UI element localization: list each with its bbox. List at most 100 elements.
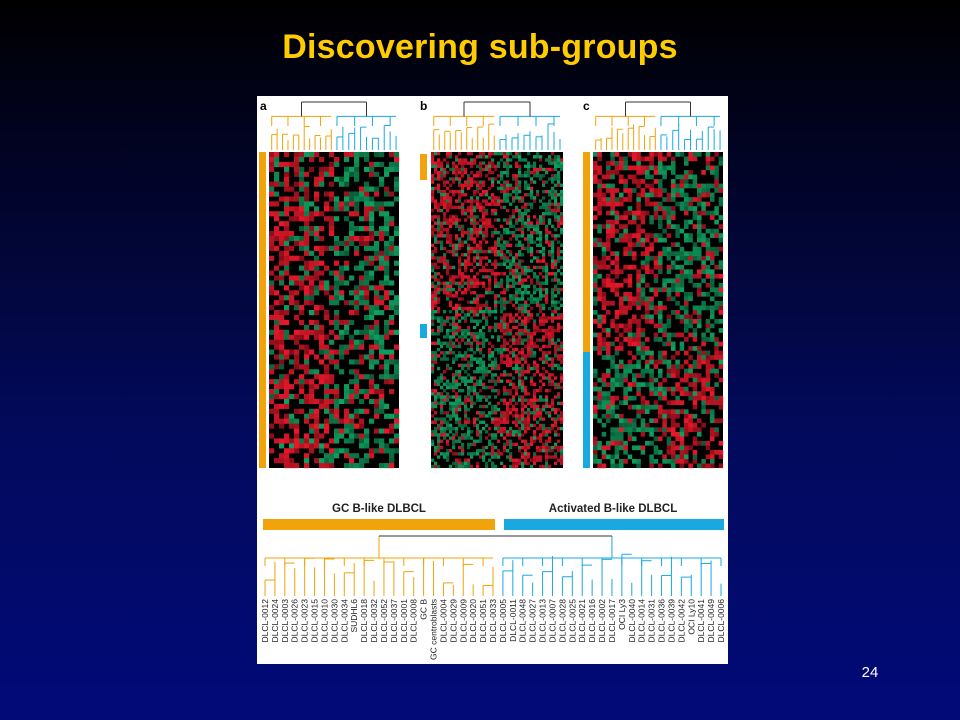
heatmap-cell bbox=[470, 310, 474, 314]
heatmap-cell bbox=[542, 407, 546, 412]
heatmap-cell bbox=[697, 237, 702, 243]
heatmap-cell bbox=[539, 231, 543, 235]
heatmap-cell bbox=[536, 325, 540, 330]
heatmap-cell bbox=[714, 291, 719, 297]
heatmap-cell bbox=[539, 423, 543, 428]
heatmap-cell bbox=[394, 196, 400, 202]
heatmap-cell bbox=[551, 360, 555, 364]
heatmap-cell bbox=[476, 196, 480, 200]
heatmap-cell bbox=[533, 351, 537, 355]
heatmap-cell bbox=[671, 165, 676, 171]
heatmap-cell bbox=[518, 310, 522, 314]
heatmap-cell bbox=[364, 245, 370, 251]
heatmap-cell bbox=[551, 246, 555, 251]
heatmap-cell bbox=[614, 454, 620, 460]
heatmap-cell bbox=[384, 448, 390, 454]
heatmap-cell bbox=[662, 165, 667, 171]
heatmap-cell bbox=[344, 240, 350, 247]
heatmap-cell bbox=[539, 426, 543, 431]
heatmap-cell bbox=[304, 438, 310, 444]
heatmap-cell bbox=[434, 297, 438, 301]
heatmap-cell bbox=[640, 251, 646, 257]
heatmap-cell bbox=[294, 433, 300, 439]
heatmap-cell bbox=[653, 179, 659, 184]
heatmap-cell bbox=[369, 453, 375, 459]
heatmap-cell bbox=[688, 156, 693, 162]
heatmap-cell bbox=[536, 398, 540, 402]
heatmap-cell bbox=[539, 221, 543, 225]
heatmap-cell bbox=[539, 417, 543, 421]
heatmap-cell bbox=[491, 202, 495, 206]
heatmap-cell bbox=[467, 354, 471, 358]
heatmap-cell bbox=[491, 180, 495, 184]
heatmap-cell bbox=[488, 155, 492, 159]
heatmap-cell bbox=[500, 189, 504, 194]
heatmap-cell bbox=[455, 224, 459, 229]
heatmap-cell bbox=[536, 170, 540, 175]
heatmap-cell bbox=[545, 278, 549, 282]
heatmap-cell bbox=[284, 403, 290, 409]
heatmap-cell bbox=[518, 152, 522, 156]
heatmap-cell bbox=[545, 319, 549, 323]
heatmap-cell bbox=[461, 186, 465, 191]
heatmap-cell bbox=[658, 224, 663, 229]
heatmap-cell bbox=[349, 413, 355, 419]
heatmap-cell bbox=[314, 285, 320, 291]
heatmap-cell bbox=[606, 395, 611, 401]
heatmap-cell bbox=[458, 344, 462, 349]
heatmap-cell bbox=[658, 233, 663, 238]
heatmap-cell bbox=[701, 332, 706, 338]
heatmap-cell bbox=[658, 260, 663, 266]
heatmap-cell bbox=[473, 256, 477, 260]
heatmap-cell bbox=[679, 332, 685, 338]
heatmap-cell bbox=[557, 395, 561, 399]
heatmap-cell bbox=[344, 319, 350, 326]
heatmap-cell bbox=[497, 376, 501, 380]
heatmap-cell bbox=[527, 186, 531, 191]
heatmap-cell bbox=[394, 418, 400, 424]
heatmap-cell bbox=[560, 161, 564, 165]
heatmap-cell bbox=[521, 294, 525, 298]
heatmap-cell bbox=[560, 344, 564, 349]
heatmap-cell bbox=[369, 398, 375, 405]
heatmap-cell bbox=[494, 240, 498, 244]
heatmap-cell bbox=[705, 251, 711, 257]
heatmap-cell bbox=[494, 423, 498, 428]
heatmap-cell bbox=[479, 202, 483, 206]
heatmap-cell bbox=[467, 227, 471, 232]
heatmap-cell bbox=[467, 452, 471, 456]
heatmap-cell bbox=[458, 272, 462, 276]
heatmap-cell bbox=[636, 152, 641, 157]
heatmap-cell bbox=[464, 401, 468, 405]
heatmap-cell bbox=[485, 218, 489, 222]
heatmap-cell bbox=[274, 403, 280, 409]
heatmap-cell bbox=[479, 347, 483, 352]
heatmap-cell bbox=[379, 260, 385, 266]
heatmap-cell bbox=[434, 433, 438, 437]
heatmap-cell bbox=[309, 389, 315, 395]
heatmap-cell bbox=[705, 445, 711, 451]
heatmap-cell bbox=[299, 379, 305, 385]
heatmap-cell bbox=[394, 359, 400, 365]
heatmap-cell bbox=[467, 433, 471, 437]
heatmap-cell bbox=[551, 398, 555, 402]
heatmap-cell bbox=[606, 161, 611, 166]
heatmap-cell bbox=[636, 242, 641, 247]
heatmap-cell bbox=[506, 357, 510, 361]
heatmap-cell bbox=[506, 347, 510, 352]
heatmap-cell bbox=[521, 303, 525, 308]
heatmap-cell bbox=[530, 189, 534, 194]
heatmap-cell bbox=[446, 202, 450, 206]
heatmap-cell bbox=[359, 152, 365, 158]
heatmap-cell bbox=[527, 237, 531, 241]
heatmap-cell bbox=[518, 227, 522, 232]
heatmap-cell bbox=[461, 167, 465, 172]
heatmap-cell bbox=[461, 389, 465, 393]
heatmap-cell bbox=[560, 272, 564, 276]
heatmap-cell bbox=[434, 411, 438, 415]
heatmap-cell bbox=[279, 393, 285, 400]
heatmap-cell bbox=[688, 427, 693, 433]
heatmap-cell bbox=[632, 404, 637, 410]
heatmap-cell bbox=[470, 363, 474, 368]
sample-label: DLCL-0010 bbox=[320, 599, 330, 643]
